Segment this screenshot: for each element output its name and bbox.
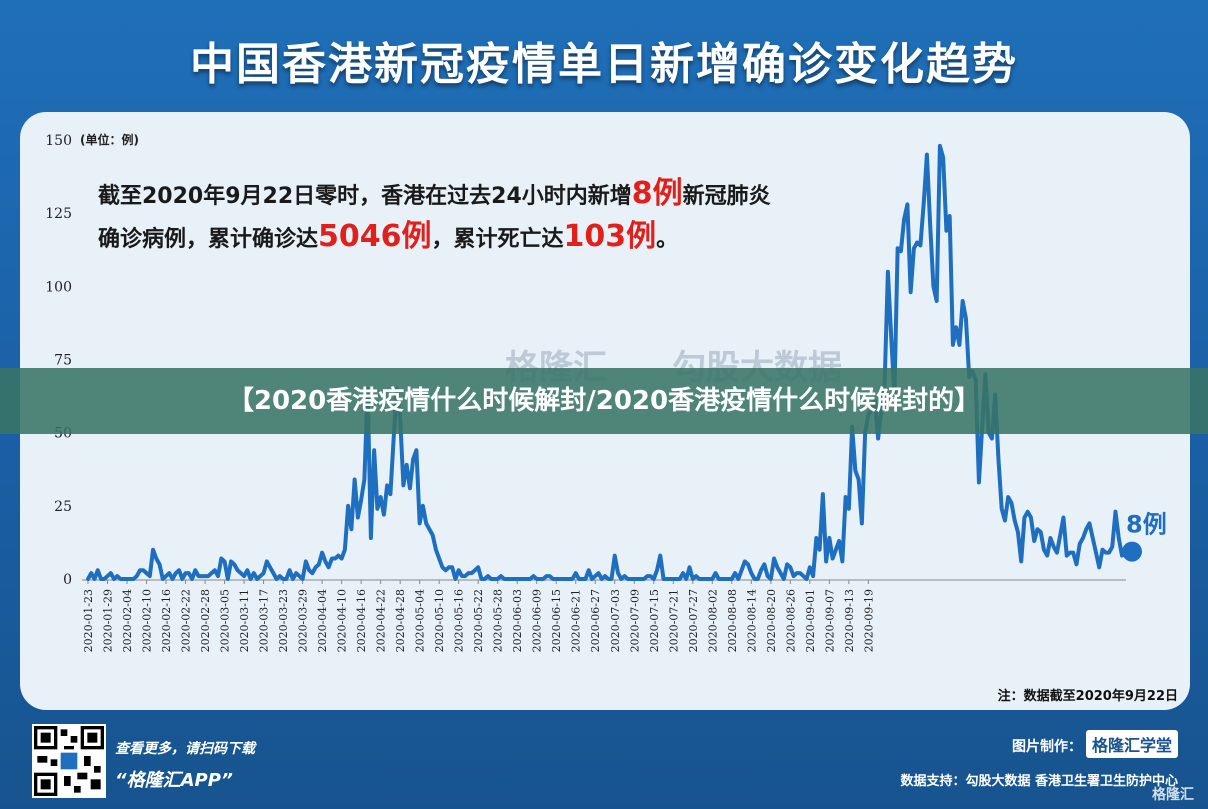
x-tick-label: 2020-04-22 bbox=[375, 589, 388, 652]
x-tick-label: 2020-08-26 bbox=[784, 589, 797, 652]
corner-watermark: 格隆汇 bbox=[1152, 787, 1194, 803]
x-tick-label: 2020-04-10 bbox=[336, 589, 349, 652]
x-tick-label: 2020-05-04 bbox=[414, 589, 427, 652]
y-tick-label: 0 bbox=[63, 572, 72, 588]
qr-code-icon bbox=[34, 726, 104, 796]
x-tick-label: 2020-01-23 bbox=[82, 589, 95, 652]
x-tick-label: 2020-03-23 bbox=[277, 589, 290, 652]
x-tick-label: 2020-07-27 bbox=[687, 589, 700, 652]
series-line bbox=[86, 143, 1124, 581]
credit-label: 图片制作： bbox=[1011, 739, 1082, 755]
headline-text: 确诊病例，累计确诊达 bbox=[98, 227, 319, 252]
y-unit-label: (单位：例) bbox=[80, 132, 139, 147]
x-tick-label: 2020-09-01 bbox=[804, 589, 817, 652]
x-tick-label: 2020-04-04 bbox=[316, 589, 329, 652]
page-title: 中国香港新冠疫情单日新增确诊变化趋势 bbox=[190, 39, 1018, 90]
credit-logo: 格隆汇学堂 bbox=[1085, 730, 1178, 758]
headline-line-2: 确诊病例，累计确诊达5046例，累计死亡达103例。 bbox=[98, 217, 771, 260]
qr-code[interactable] bbox=[32, 724, 106, 798]
end-point-marker bbox=[1122, 541, 1142, 562]
x-tick-label: 2020-08-08 bbox=[726, 589, 739, 652]
x-tick-label: 2020-02-16 bbox=[160, 589, 173, 652]
headline-line-1: 截至2020年9月22日零时，香港在过去24小时内新增8例新冠肺炎 bbox=[98, 174, 771, 217]
x-tick-label: 2020-02-28 bbox=[199, 589, 212, 652]
x-tick-label: 2020-03-11 bbox=[238, 589, 251, 652]
headline-text: 截至2020年9月22日零时，香港在过去24小时内新增 bbox=[98, 184, 632, 209]
x-tick-label: 2020-03-17 bbox=[258, 589, 271, 652]
headline-new-cases: 8例 bbox=[631, 176, 683, 211]
footer-line-2: “格隆汇APP” bbox=[115, 770, 233, 791]
y-tick-label: 125 bbox=[45, 206, 72, 222]
x-tick-label: 2020-06-03 bbox=[511, 589, 524, 652]
x-tick-label: 2020-08-02 bbox=[706, 589, 719, 652]
banner-text: 【2020香港疫情什么时候解封/2020香港疫情什么时候解封的】 bbox=[227, 386, 981, 416]
x-tick-label: 2020-05-22 bbox=[472, 589, 485, 652]
y-tick-label: 150 bbox=[45, 133, 72, 149]
end-point-label: 8例 bbox=[1126, 511, 1167, 539]
footer-line-1: 查看更多，请扫码下载 bbox=[115, 741, 255, 757]
x-tick-label: 2020-08-20 bbox=[765, 589, 778, 652]
x-tick-label: 2020-09-19 bbox=[862, 589, 875, 652]
x-tick-label: 2020-04-16 bbox=[355, 589, 368, 652]
data-support: 数据支持：勾股大数据 香港卫生署卫生防护中心 bbox=[900, 774, 1178, 789]
x-tick-label: 2020-04-28 bbox=[394, 589, 407, 652]
x-tick-label: 2020-02-04 bbox=[121, 589, 134, 652]
y-tick-label: 25 bbox=[54, 499, 72, 515]
x-tick-label: 2020-09-13 bbox=[843, 589, 856, 652]
y-tick-label: 75 bbox=[54, 353, 72, 369]
credit: 图片制作： 格隆汇学堂 bbox=[1012, 730, 1178, 758]
x-tick-label: 2020-02-22 bbox=[180, 589, 193, 652]
x-tick-label: 2020-05-10 bbox=[433, 589, 446, 652]
x-tick-label: 2020-03-29 bbox=[297, 589, 310, 652]
footer-download-prompt: 查看更多，请扫码下载 “格隆汇APP” bbox=[115, 738, 255, 792]
x-tick-label: 2020-07-09 bbox=[628, 589, 641, 652]
headline: 截至2020年9月22日零时，香港在过去24小时内新增8例新冠肺炎 确诊病例，累… bbox=[98, 174, 771, 260]
x-tick-label: 2020-05-16 bbox=[453, 589, 466, 652]
x-tick-label: 2020-03-05 bbox=[219, 589, 232, 652]
headline-total-deaths: 103例 bbox=[563, 219, 657, 254]
headline-text: 。 bbox=[656, 227, 679, 252]
overlay-banner: 【2020香港疫情什么时候解封/2020香港疫情什么时候解封的】 bbox=[0, 368, 1208, 434]
y-tick-label: 100 bbox=[45, 279, 72, 295]
x-tick-label: 2020-06-15 bbox=[550, 589, 563, 652]
headline-text: 新冠肺炎 bbox=[682, 184, 771, 209]
x-tick-label: 2020-07-03 bbox=[609, 589, 622, 652]
x-tick-label: 2020-01-29 bbox=[102, 589, 115, 652]
x-tick-label: 2020-06-27 bbox=[589, 589, 602, 652]
x-tick-label: 2020-07-15 bbox=[648, 589, 661, 652]
data-footnote: 注：数据截至2020年9月22日 bbox=[997, 689, 1178, 704]
headline-text: ，累计死亡达 bbox=[431, 227, 564, 252]
headline-total-cases: 5046例 bbox=[318, 219, 432, 254]
x-tick-label: 2020-06-21 bbox=[570, 589, 583, 652]
x-tick-label: 2020-05-28 bbox=[492, 589, 505, 652]
x-tick-label: 2020-02-10 bbox=[141, 589, 154, 652]
x-tick-label: 2020-08-14 bbox=[745, 589, 758, 652]
x-tick-label: 2020-06-09 bbox=[531, 589, 544, 652]
x-tick-label: 2020-09-07 bbox=[823, 589, 836, 652]
x-tick-label: 2020-07-21 bbox=[667, 589, 680, 652]
